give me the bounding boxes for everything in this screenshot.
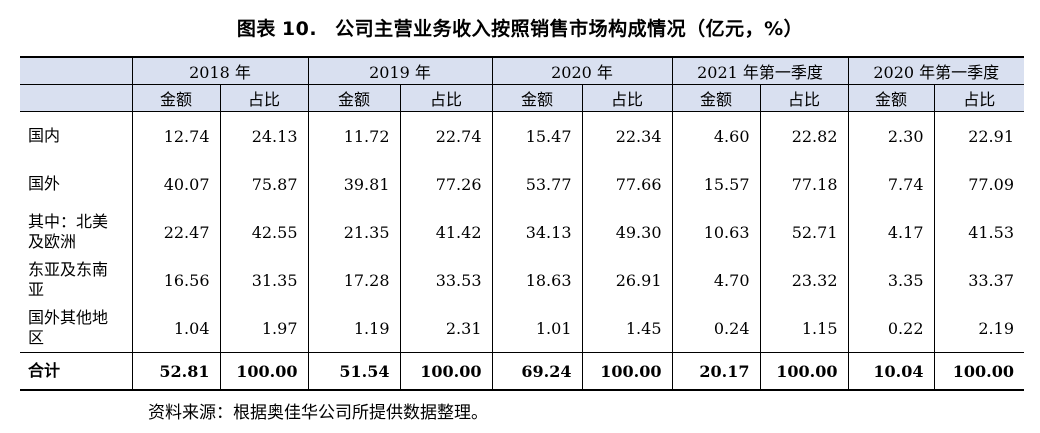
table-cell: 1.19 <box>308 304 401 353</box>
table-cell: 1.97 <box>220 304 309 353</box>
table-cell: 15.57 <box>672 160 761 208</box>
table-cell: 26.91 <box>582 256 673 304</box>
revenue-by-market-table: 2018 年 2019 年 2020 年 2021 年第一季度 2020 年第一… <box>20 56 1024 391</box>
table-cell: 34.13 <box>492 208 583 256</box>
table-row: 东亚及东南亚 16.56 31.35 17.28 33.53 18.63 26.91 4.70… <box>20 256 1024 304</box>
table-cell: 41.53 <box>968 222 1014 242</box>
table-cell: 52.81 <box>132 352 221 391</box>
source-note: 资料来源：根据奥佳华公司所提供数据整理。 <box>148 403 488 423</box>
table-cell: 17.28 <box>308 256 401 304</box>
header-share: 占比 <box>760 84 849 112</box>
table-cell: 39.81 <box>308 160 401 208</box>
table-cell: 100.00 <box>400 352 493 391</box>
table-cell: 4.17 <box>848 208 935 256</box>
header-period-2020: 2020 年 <box>492 56 673 85</box>
table-cell: 49.30 <box>582 208 673 256</box>
row-label: 合计 <box>20 352 133 391</box>
table-cell: 33.37 <box>968 270 1014 290</box>
header-amount: 金额 <box>308 84 401 112</box>
table-row: 国外其他地区 1.04 1.97 1.19 2.31 1.01 1.45 0.24 1.15 0.… <box>20 304 1024 353</box>
header-row-metrics: 金额 占比 金额 占比 金额 占比 金额 占比 金额 占比 <box>20 84 1024 112</box>
table-row: 国内 12.74 24.13 11.72 22.74 15.47 22.34 4.60 22.8… <box>20 111 1024 160</box>
table-cell: 40.07 <box>132 160 221 208</box>
table-cell: 16.56 <box>132 256 221 304</box>
header-share: 占比 <box>400 84 493 112</box>
table-row-total: 合计 52.81 100.00 51.54 100.00 69.24 100.0… <box>20 352 1024 391</box>
row-label: 国内 <box>20 111 133 160</box>
figure-title-number: 10. <box>281 18 318 40</box>
table-cell: 52.71 <box>760 208 849 256</box>
header-share: 占比 <box>220 84 309 112</box>
header-amount: 金额 <box>848 84 935 112</box>
table-cell: 20.17 <box>672 352 761 391</box>
table-cell: 15.47 <box>492 111 583 160</box>
table-cell: 100.00 <box>760 352 849 391</box>
table-cell: 77.66 <box>582 160 673 208</box>
header-share: 占比 <box>582 84 673 112</box>
table-cell: 4.60 <box>672 111 761 160</box>
header-corner-cell-2 <box>20 84 133 112</box>
header-period-2018: 2018 年 <box>132 56 309 85</box>
header-period-2020q1: 2020 年第一季度 <box>848 56 1024 85</box>
table-cell: 100.00 <box>582 352 673 391</box>
table-cell: 77.26 <box>400 160 493 208</box>
table-cell: 1.01 <box>492 304 583 353</box>
table-cell: 1.04 <box>132 304 221 353</box>
table-cell: 18.63 <box>492 256 583 304</box>
row-label: 其中：北美及欧洲 <box>20 208 133 256</box>
table-cell: 0.22 <box>848 304 935 353</box>
header-amount: 金额 <box>132 84 221 112</box>
table-cell: 42.55 <box>220 208 309 256</box>
table-cell: 10.63 <box>672 208 761 256</box>
table-cell: 22.74 <box>400 111 493 160</box>
header-amount: 金额 <box>492 84 583 112</box>
table-cell: 22.91 <box>968 126 1014 146</box>
table-cell: 4.70 <box>672 256 761 304</box>
header-row-periods: 2018 年 2019 年 2020 年 2021 年第一季度 2020 年第一… <box>20 56 1024 85</box>
row-label: 国外 <box>20 160 133 208</box>
header-share: 占比 <box>934 84 1024 112</box>
table-cell: 75.87 <box>220 160 309 208</box>
table-cell: 77.18 <box>760 160 849 208</box>
table-cell: 31.35 <box>220 256 309 304</box>
table-row: 国外 40.07 75.87 39.81 77.26 53.77 77.66 15.57 77.… <box>20 160 1024 208</box>
table-cell: 41.42 <box>400 208 493 256</box>
figure-title-text: 公司主营业务收入按照销售市场构成情况（亿元，%） <box>335 18 804 40</box>
table-cell: 69.24 <box>492 352 583 391</box>
table-cell: 53.77 <box>492 160 583 208</box>
table-cell: 100.00 <box>934 352 1024 391</box>
table-cell: 1.15 <box>760 304 849 353</box>
row-label: 国外其他地区 <box>20 304 133 353</box>
table-cell: 1.45 <box>582 304 673 353</box>
table-cell: 22.82 <box>760 111 849 160</box>
table-cell: 33.53 <box>400 256 493 304</box>
table-cell: 0.24 <box>672 304 761 353</box>
header-period-2019: 2019 年 <box>308 56 493 85</box>
table-cell: 51.54 <box>308 352 401 391</box>
table-cell: 100.00 <box>220 352 309 391</box>
table-row: 其中：北美及欧洲 22.47 42.55 21.35 41.42 34.13 49.30 10… <box>20 208 1024 256</box>
table-cell: 7.74 <box>848 160 935 208</box>
table-cell: 2.19 <box>978 318 1014 338</box>
table-cell: 11.72 <box>308 111 401 160</box>
figure-title-prefix: 图表 <box>236 18 276 40</box>
header-period-2021q1: 2021 年第一季度 <box>672 56 849 85</box>
table-cell: 2.30 <box>848 111 935 160</box>
header-corner-cell <box>20 56 133 85</box>
table-cell: 24.13 <box>220 111 309 160</box>
table-cell: 2.31 <box>400 304 493 353</box>
table-cell: 77.09 <box>968 174 1014 194</box>
table-cell: 3.35 <box>848 256 935 304</box>
table-cell: 12.74 <box>132 111 221 160</box>
table-body: 国内 12.74 24.13 11.72 22.74 15.47 22.34 4.60 22.8… <box>20 111 1024 353</box>
table-cell: 10.04 <box>848 352 935 391</box>
table-cell: 23.32 <box>760 256 849 304</box>
table-cell: 22.34 <box>582 111 673 160</box>
header-amount: 金额 <box>672 84 761 112</box>
figure-title: 图表 10. 公司主营业务收入按照销售市场构成情况（亿元，%） <box>0 14 1040 41</box>
row-label: 东亚及东南亚 <box>20 256 133 304</box>
table-cell: 22.47 <box>132 208 221 256</box>
table-cell: 21.35 <box>308 208 401 256</box>
